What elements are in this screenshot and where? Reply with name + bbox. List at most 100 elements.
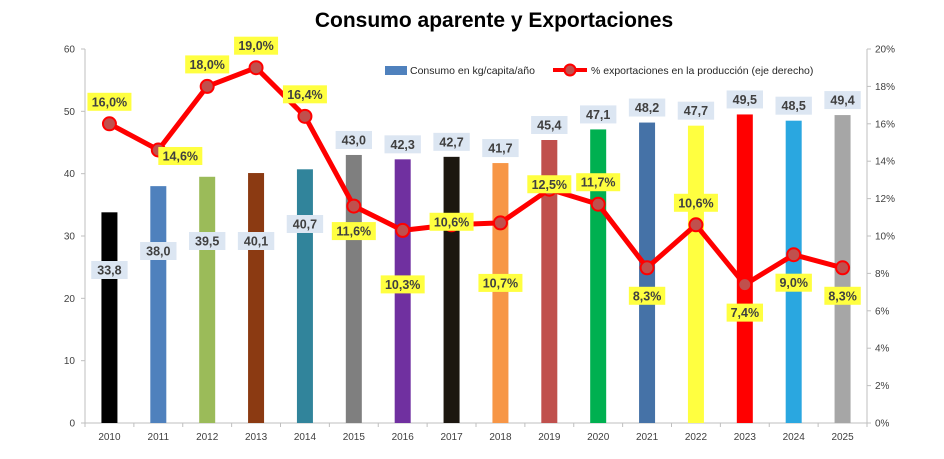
pct-label-2016-bg — [380, 275, 425, 294]
pct-label-2013: 19,0% — [234, 36, 279, 55]
pct-label-2021-text: 8,3% — [633, 289, 662, 303]
bars — [101, 114, 851, 424]
right-tick-label: 2% — [875, 381, 890, 392]
bar-label-2025-text: 49,4 — [830, 94, 854, 108]
line-marker-2016 — [395, 222, 411, 238]
pct-label-2022-bg — [673, 193, 718, 212]
left-tick-label: 0 — [69, 419, 75, 430]
pct-label-2015: 11,6% — [331, 222, 376, 241]
bar-label-2018-text: 41,7 — [488, 142, 512, 156]
x-tick-label: 2025 — [831, 432, 854, 443]
bar-label-2022-text: 47,7 — [684, 104, 708, 118]
bar-label-2023-text: 49,5 — [733, 93, 757, 107]
bar-2013 — [248, 173, 265, 423]
bar-label-2020-text: 47,1 — [586, 108, 610, 122]
pct-label-2011: 14,6% — [158, 146, 203, 165]
legend-marker — [563, 63, 577, 77]
bar-label-2017-bg — [433, 132, 470, 151]
axes: 0 10 20 30 40 50 60 0% 2% 4% 6% 8% 10% 12% 14% 16% 18% 20… — [64, 45, 895, 444]
pct-label-2024-bg — [775, 273, 812, 292]
pct-label-2014-text: 16,4% — [287, 88, 322, 102]
bar-label-2020-bg — [579, 105, 617, 124]
bar-label-2017-text: 42,7 — [439, 135, 463, 149]
bar-label-2024-text: 48,5 — [782, 99, 806, 113]
pct-label-2023: 7,4% — [726, 303, 764, 322]
pct-label-2015-text: 11,6% — [336, 225, 371, 239]
pct-label-2016-text: 10,3% — [385, 278, 420, 292]
x-tick-label: 2011 — [148, 432, 170, 443]
left-tick-label: 60 — [64, 45, 76, 56]
bar-label-2022-bg — [677, 101, 715, 120]
pct-label-2021: 8,3% — [628, 286, 666, 305]
bar-label-2016: 42,3 — [384, 135, 421, 154]
left-tick-label: 20 — [64, 294, 76, 305]
x-tick-label: 2019 — [538, 432, 561, 443]
line-marker-2023 — [737, 277, 753, 293]
x-tick-label: 2024 — [783, 432, 806, 443]
bar-2012 — [199, 176, 216, 423]
bar-label-2022: 47,7 — [677, 101, 715, 120]
left-tick-label: 10 — [64, 356, 76, 367]
right-tick-label: 0% — [875, 419, 890, 430]
x-tick-label: 2012 — [196, 432, 219, 443]
pct-label-2022-text: 10,6% — [678, 196, 713, 210]
pct-label-2011-bg — [158, 146, 203, 165]
pct-label-2020-bg — [576, 173, 621, 192]
pct-label-2024: 9,0% — [775, 273, 812, 292]
bar-label-2012-bg — [188, 232, 226, 250]
pct-label-2013-text: 19,0% — [238, 39, 273, 53]
pct-label-2019-bg — [527, 175, 572, 194]
bar-label-2010-bg — [91, 261, 128, 279]
line-marker-2013 — [248, 60, 264, 76]
bar-label-2014-bg — [286, 215, 324, 233]
bar-label-2012: 39,5 — [188, 232, 226, 250]
bar-label-2010-text: 33,8 — [97, 264, 121, 278]
bar-2018 — [492, 163, 509, 423]
line-marker-2014 — [297, 108, 313, 124]
pct-label-2024-text: 9,0% — [779, 276, 808, 290]
pct-label-2010-text: 16,0% — [92, 95, 127, 109]
bar-label-2015-text: 43,0 — [342, 133, 366, 147]
bar-label-2018: 41,7 — [482, 139, 519, 158]
pct-label-2012-bg — [185, 55, 230, 74]
legend-swatch-consumo — [385, 66, 407, 75]
bar-label-2012-text: 39,5 — [195, 235, 219, 249]
pct-label-2012: 18,0% — [185, 55, 230, 74]
bar-2019 — [541, 140, 558, 424]
bar-label-2014-text: 40,7 — [293, 218, 317, 232]
x-tick-label: 2013 — [245, 432, 268, 443]
bar-label-2013-bg — [237, 232, 275, 250]
bar-2023 — [736, 114, 753, 423]
x-tick-label: 2015 — [343, 432, 366, 443]
legend-label-consumo: Consumo en kg/capita/año — [410, 65, 535, 77]
bar-label-2021-text: 48,2 — [635, 101, 659, 115]
line-marker-2020 — [590, 196, 606, 212]
pct-label-2010: 16,0% — [87, 92, 132, 111]
right-tick-label: 12% — [875, 194, 895, 205]
line-marker-2024 — [786, 247, 802, 263]
legend-label-exportaciones: % exportaciones en la producción (eje de… — [591, 65, 813, 77]
right-tick-label: 20% — [875, 45, 895, 56]
bar-label-2013-text: 40,1 — [244, 235, 268, 249]
bar-label-2023-bg — [726, 90, 764, 109]
pct-label-2017-bg — [429, 212, 474, 231]
bar-label-2020: 47,1 — [579, 105, 617, 124]
bar-label-2024-bg — [775, 96, 812, 115]
pct-label-2025-bg — [824, 286, 861, 305]
bar-label-2025: 49,4 — [824, 91, 861, 110]
chart-title: Consumo aparente y Exportaciones — [315, 9, 673, 32]
bar-label-2019: 45,4 — [531, 116, 568, 135]
line-marker-2015 — [346, 198, 362, 214]
pct-label-2011-text: 14,6% — [163, 149, 198, 163]
right-tick-label: 4% — [875, 344, 890, 355]
x-tick-label: 2014 — [294, 432, 317, 443]
bar-label-2016-text: 42,3 — [391, 138, 415, 152]
pct-label-2014: 16,4% — [282, 85, 327, 104]
pct-label-2013-bg — [234, 36, 279, 55]
pct-label-2020: 11,7% — [576, 173, 621, 192]
pct-label-2023-bg — [726, 303, 764, 322]
x-tick-label: 2018 — [489, 432, 512, 443]
pct-label-2014-bg — [282, 85, 327, 104]
left-tick-label: 30 — [64, 232, 76, 243]
